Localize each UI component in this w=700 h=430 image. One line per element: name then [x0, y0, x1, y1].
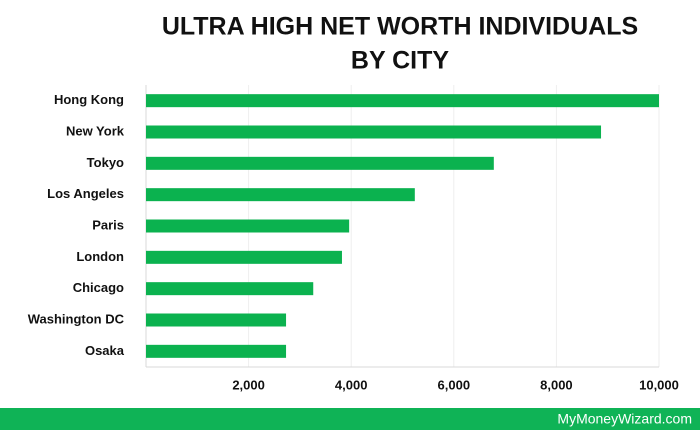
chart-title: BY CITY: [351, 47, 449, 75]
bar: [146, 188, 415, 202]
y-tick-label: Osaka: [85, 343, 125, 358]
x-tick-label: 8,000: [540, 377, 573, 392]
y-tick-label: Washington DC: [28, 311, 125, 326]
bar: [146, 156, 494, 170]
x-tick-label: 2,000: [232, 377, 265, 392]
bar: [146, 344, 287, 358]
footer-text: MyMoneyWizard.com: [557, 411, 692, 427]
bar: [146, 219, 350, 233]
bar: [146, 94, 659, 108]
y-tick-label: Hong Kong: [54, 92, 124, 107]
y-tick-label: Los Angeles: [47, 186, 124, 201]
footer-band: [0, 408, 700, 430]
chart-title: ULTRA HIGH NET WORTH INDIVIDUALS: [162, 13, 638, 41]
bar: [146, 125, 602, 139]
y-tick-label: London: [76, 249, 124, 264]
x-tick-label: 10,000: [639, 377, 679, 392]
y-tick-label: Paris: [92, 217, 124, 232]
y-tick-label: Tokyo: [87, 155, 124, 170]
bar: [146, 313, 287, 327]
bar: [146, 250, 342, 264]
x-tick-label: 6,000: [438, 377, 471, 392]
bar: [146, 282, 314, 296]
x-tick-label: 4,000: [335, 377, 368, 392]
y-tick-label: Chicago: [73, 280, 124, 295]
y-tick-label: New York: [66, 123, 125, 138]
